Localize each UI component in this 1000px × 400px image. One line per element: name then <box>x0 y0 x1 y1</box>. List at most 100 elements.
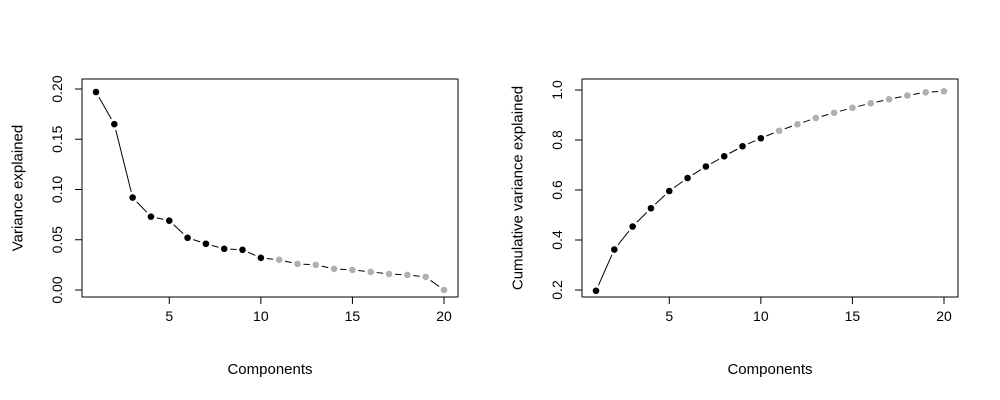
data-point <box>849 104 856 112</box>
data-point <box>794 120 801 128</box>
series-segment <box>156 217 164 220</box>
series-line <box>597 91 939 286</box>
y-ticks: 0.2 0.4 0.6 0.8 1.0 <box>549 80 582 300</box>
data-point <box>349 266 356 274</box>
series-segment <box>173 224 184 235</box>
y-tick-label: 1.0 <box>549 80 565 100</box>
data-point <box>184 234 191 242</box>
x-tick-label: 5 <box>665 308 673 324</box>
y-tick-label: 0.10 <box>49 176 65 203</box>
x-axis-title: Components <box>227 361 312 378</box>
x-tick-label: 15 <box>345 308 361 324</box>
data-point <box>129 194 136 201</box>
series-segment <box>692 169 702 176</box>
data-point <box>812 114 820 122</box>
series-segment <box>211 244 219 248</box>
series-segment <box>636 212 648 223</box>
series-segment <box>136 201 148 213</box>
plot-frame <box>81 78 459 298</box>
series-segment <box>747 140 756 145</box>
series-segment <box>858 104 866 107</box>
x-tick-label: 5 <box>165 308 173 324</box>
y-tick-label: 0.05 <box>49 226 65 253</box>
series-segment <box>654 194 666 205</box>
series-segment <box>766 132 774 137</box>
data-point <box>629 223 636 230</box>
series-segment <box>821 113 829 117</box>
series-segment <box>358 270 365 272</box>
y-tick-label: 0.00 <box>49 276 65 303</box>
data-point <box>775 127 783 135</box>
x-ticks: 5 10 15 20 <box>165 297 452 324</box>
data-point <box>367 268 375 276</box>
series-segment <box>98 96 112 120</box>
x-tick-label: 20 <box>436 308 452 324</box>
series-segment <box>193 239 201 243</box>
data-point <box>739 142 746 150</box>
series-segment <box>839 108 847 112</box>
series-segment <box>913 92 920 95</box>
series-segment <box>729 148 738 154</box>
data-point <box>330 265 338 273</box>
series-segment <box>284 260 292 264</box>
data-point <box>757 134 765 142</box>
x-tick-label: 20 <box>936 308 952 324</box>
data-point <box>257 254 265 262</box>
y-tick-label: 0.6 <box>549 180 565 200</box>
data-point <box>440 286 448 294</box>
data-point <box>830 109 838 117</box>
data-point <box>275 256 283 264</box>
series-segment <box>894 96 902 99</box>
series-segment <box>376 272 384 274</box>
data-point <box>92 88 100 96</box>
data-point <box>239 246 246 254</box>
y-tick-label: 0.2 <box>549 280 565 300</box>
data-point <box>202 240 210 248</box>
series-points <box>92 88 448 294</box>
data-point <box>867 99 875 107</box>
data-point <box>312 261 320 269</box>
y-axis-title: Variance explained <box>10 125 27 251</box>
data-point <box>611 246 618 253</box>
data-point <box>665 187 673 195</box>
series-points <box>592 87 948 295</box>
series-segment <box>321 265 329 269</box>
y-ticks: 0.00 0.05 0.10 0.15 0.20 <box>49 75 82 304</box>
data-point <box>904 92 911 99</box>
cumulative-variance-panel: 5 10 15 20 0.2 0.4 0.6 0.8 1.0 Components Cumul… <box>510 78 959 378</box>
data-point <box>404 271 411 279</box>
series-segment <box>710 158 720 165</box>
data-point <box>592 287 600 295</box>
y-axis-title: Cumulative variance explained <box>510 86 527 290</box>
x-tick-label: 10 <box>753 308 769 324</box>
x-tick-label: 15 <box>845 308 861 324</box>
data-point <box>684 174 691 182</box>
data-point <box>147 213 155 220</box>
data-point <box>940 87 948 95</box>
y-tick-label: 0.8 <box>549 130 565 150</box>
y-tick-label: 0.4 <box>549 230 565 250</box>
data-point <box>385 270 393 278</box>
series-segment <box>802 119 811 123</box>
series-segment <box>673 181 683 188</box>
y-tick-label: 0.15 <box>49 125 65 152</box>
x-tick-label: 10 <box>253 308 269 324</box>
series-segment <box>784 125 792 130</box>
series-segment <box>617 230 630 246</box>
data-point <box>220 245 228 253</box>
x-axis-title: Components <box>727 361 812 378</box>
data-point <box>647 204 655 212</box>
series-line <box>98 96 440 287</box>
data-point <box>702 163 710 170</box>
variance-explained-panel: 5 10 15 20 0.000.050.100.150.20 Components … <box>10 75 459 378</box>
series-segment <box>430 280 440 287</box>
data-point <box>111 120 118 128</box>
series-segment <box>413 275 420 277</box>
data-point <box>922 88 929 96</box>
series-segment <box>876 100 884 103</box>
data-point <box>422 273 429 281</box>
series-segment <box>115 129 132 192</box>
data-point <box>720 152 728 160</box>
plot-frame <box>581 78 959 298</box>
